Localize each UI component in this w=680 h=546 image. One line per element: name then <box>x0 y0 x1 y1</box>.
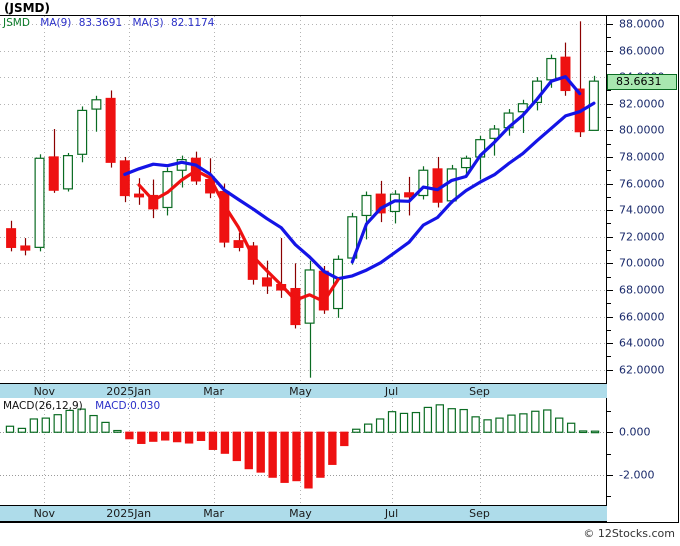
macd-name: MACD(26,12,9) <box>3 400 83 412</box>
macd-axis-tick <box>607 432 613 434</box>
date-axis-label: Jul <box>384 385 399 398</box>
price-axis-label: 64.0000 <box>619 336 665 350</box>
date-axis-label: Nov <box>33 507 56 520</box>
date-axis-label: Mar <box>203 507 225 520</box>
macd-chart-panel[interactable] <box>0 398 607 505</box>
date-axis-macd: Nov 2025Jan Mar May Jul Sep <box>0 505 607 522</box>
price-axis-tick <box>607 130 613 132</box>
price-axis-tick <box>607 103 613 105</box>
price-axis-minor-tick <box>607 223 611 225</box>
macd-axis-label: -2.000 <box>619 468 655 482</box>
price-axis-tick <box>607 156 613 158</box>
price-axis-tick <box>607 183 613 185</box>
legend-ma9-label: MA(9) <box>40 17 72 29</box>
price-axis-tick <box>607 316 613 318</box>
macd-legend: MACD(26,12,9) MACD:0.030 <box>3 400 160 412</box>
price-axis-label: 78.0000 <box>619 150 665 164</box>
price-axis-minor-tick <box>607 170 611 172</box>
price-axis-minor-tick <box>607 117 611 119</box>
price-axis-label: 82.0000 <box>619 97 665 111</box>
date-axis-label: May <box>289 385 312 398</box>
legend-ma3-label: MA(3) <box>132 17 164 29</box>
price-axis-tick <box>607 236 613 238</box>
date-axis-label: Jul <box>384 507 399 520</box>
price-axis-tick <box>607 343 613 345</box>
price-axis-label: 86.0000 <box>619 44 665 58</box>
page-title: (JSMD) <box>4 1 50 15</box>
date-axis-label: Mar <box>203 385 225 398</box>
price-axis-minor-tick <box>607 303 611 305</box>
macd-axis-tick <box>607 475 613 477</box>
price-axis-minor-tick <box>607 37 611 39</box>
price-axis-label: 74.0000 <box>619 203 665 217</box>
legend-ma3-value: 82.1174 <box>170 17 215 29</box>
price-axis-tick <box>607 369 613 371</box>
date-axis-label: May <box>289 507 312 520</box>
price-axis-tick <box>607 210 613 212</box>
price-axis-minor-tick <box>607 63 611 65</box>
price-axis-minor-tick <box>607 90 611 92</box>
current-price-tag: 83.6631 <box>607 73 677 90</box>
price-axis: 88.000086.000084.000082.000080.000078.00… <box>607 16 679 383</box>
price-axis-label: 72.0000 <box>619 230 665 244</box>
price-axis-minor-tick <box>607 250 611 252</box>
price-axis-minor-tick <box>607 196 611 198</box>
price-axis-label: 70.0000 <box>619 256 665 270</box>
date-axis-label: Nov <box>33 385 56 398</box>
price-axis-tick <box>607 263 613 265</box>
legend-ma9-value: 83.3691 <box>78 17 123 29</box>
macd-axis-minor-tick <box>607 453 611 455</box>
date-axis-label: Sep <box>469 507 490 520</box>
price-axis-minor-tick <box>607 329 611 331</box>
price-axis-tick <box>607 289 613 291</box>
price-axis-minor-tick <box>607 356 611 358</box>
date-axis-label: 2025Jan <box>106 507 152 520</box>
price-axis-label: 68.0000 <box>619 283 665 297</box>
macd-chart-svg <box>0 398 606 505</box>
price-axis-minor-tick <box>607 276 611 278</box>
price-axis-tick <box>607 50 613 52</box>
price-chart-panel[interactable] <box>0 16 607 383</box>
watermark: © 12Stocks.com <box>583 527 675 540</box>
price-axis-tick <box>607 23 613 25</box>
price-axis-label: 88.0000 <box>619 17 665 31</box>
price-axis-label: 76.0000 <box>619 177 665 191</box>
date-axis-label: Sep <box>469 385 490 398</box>
price-axis-label: 80.0000 <box>619 123 665 137</box>
date-axis-price: Nov 2025Jan Mar May Jul Sep <box>0 383 607 400</box>
macd-axis-minor-tick <box>607 410 611 412</box>
macd-axis: 0.000 -2.000 <box>607 398 679 505</box>
price-axis-minor-tick <box>607 143 611 145</box>
price-axis-label: 66.0000 <box>619 310 665 323</box>
price-legend: JSMD MA(9) 83.3691 MA(3) 82.1174 <box>3 17 214 29</box>
macd-axis-minor-tick <box>607 496 611 498</box>
price-axis-label: 62.0000 <box>619 363 665 377</box>
legend-symbol: JSMD <box>3 17 30 29</box>
macd-value: MACD:0.030 <box>95 400 161 412</box>
macd-axis-label: 0.000 <box>619 425 651 439</box>
price-chart-svg <box>0 16 606 383</box>
date-axis-label: 2025Jan <box>106 385 152 398</box>
